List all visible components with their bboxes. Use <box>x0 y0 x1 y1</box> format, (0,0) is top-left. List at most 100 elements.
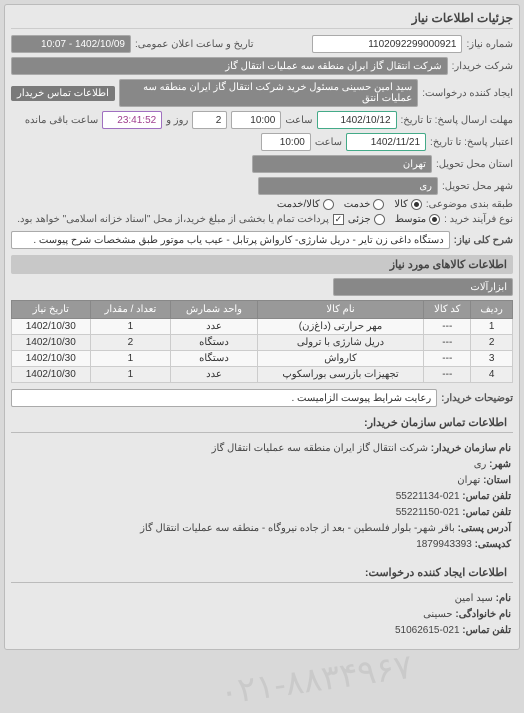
buyer-note-field: رعایت شرایط پیوست الزامیست . <box>11 389 437 407</box>
table-cell: 2 <box>471 335 513 351</box>
cb-phone-label: تلفن تماس: <box>462 491 511 502</box>
watermark: ۰۲۱-۸۸۳۴۹۶۷ <box>217 647 415 713</box>
row-requester: ایجاد کننده درخواست: سید امین حسینی مسئو… <box>11 79 513 107</box>
table-row[interactable]: 2---دریل شارژی با ترولیدستگاه21402/10/30 <box>12 335 513 351</box>
table-cell: دستگاه <box>171 351 257 367</box>
col-qty: تعداد / مقدار <box>90 301 171 319</box>
row-deadline: مهلت ارسال پاسخ: تا تاریخ: 1402/10/12 سا… <box>11 111 513 129</box>
deadline-label: مهلت ارسال پاسخ: تا تاریخ: <box>401 115 513 126</box>
cr-lname: حسینی <box>423 609 452 620</box>
table-cell: تجهیزات بازرسی بوراسکوپ <box>257 367 424 383</box>
col-date: تاریخ نیاز <box>12 301 91 319</box>
table-cell: 1 <box>90 367 171 383</box>
process-radio-group: متوسط جزئی <box>348 214 440 225</box>
radio-dot-icon <box>429 214 440 225</box>
table-cell: 1 <box>471 319 513 335</box>
process-note: پرداخت تمام یا بخشی از مبلغ خرید،از محل … <box>11 214 329 225</box>
cb-province: تهران <box>457 475 480 486</box>
row-need-no: شماره نیاز: 1102092299000921 تاریخ و ساع… <box>11 35 513 53</box>
treasury-checkbox[interactable] <box>333 214 344 225</box>
panel-title: جزئیات اطلاعات نیاز <box>11 11 513 29</box>
budget-radio-both[interactable]: کالا/خدمت <box>277 199 334 210</box>
need-title-label: شرح کلی نیاز: <box>454 235 513 246</box>
table-cell: --- <box>424 367 471 383</box>
cr-phone: 021-51062615 <box>395 625 460 636</box>
table-cell: 4 <box>471 367 513 383</box>
deadline-time-field[interactable]: 10:00 <box>231 111 281 129</box>
cr-fname: سید امین <box>455 593 493 604</box>
table-cell: کارواش <box>257 351 424 367</box>
validity-label: اعتبار پاسخ: تا تاریخ: <box>430 137 513 148</box>
need-no-field: 1102092299000921 <box>312 35 462 53</box>
budget-label: طبقه بندی موضوعی: <box>426 199 513 210</box>
time-label-1: ساعت <box>285 115 312 126</box>
need-no-label: شماره نیاز: <box>466 39 513 50</box>
radio-dot-icon <box>373 199 384 210</box>
radio-dot-icon <box>411 199 422 210</box>
table-cell: 1 <box>90 351 171 367</box>
table-cell: 1402/10/30 <box>12 319 91 335</box>
countdown-field: 23:41:52 <box>102 111 162 129</box>
row-budget: طبقه بندی موضوعی: کالا خدمت کالا/خدمت <box>11 199 513 210</box>
table-cell: 3 <box>471 351 513 367</box>
table-cell: 1402/10/30 <box>12 351 91 367</box>
validity-date-field[interactable]: 1402/11/21 <box>346 133 426 151</box>
table-cell: --- <box>424 319 471 335</box>
table-cell: مهر حرارتی (داغ‌زن) <box>257 319 424 335</box>
row-location: استان محل تحویل: تهران <box>11 155 513 173</box>
cb-address: باقر شهر- بلوار فلسطین - بعد از جاده نیر… <box>140 523 455 534</box>
contact-buyer-section: اطلاعات تماس سازمان خریدار: <box>11 413 513 433</box>
requester-field: سید امین حسینی مسئول خرید شرکت انتقال گا… <box>119 79 418 107</box>
row-process: نوع فرآیند خرید : متوسط جزئی پرداخت تمام… <box>11 214 513 225</box>
col-name: نام کالا <box>257 301 424 319</box>
budget-radio-khedmat[interactable]: خدمت <box>344 199 385 210</box>
cb-postcode: 1879943393 <box>416 539 472 550</box>
table-row[interactable]: 1---مهر حرارتی (داغ‌زن)عدد11402/10/30 <box>12 319 513 335</box>
contact-requester-section: اطلاعات ایجاد کننده درخواست: <box>11 563 513 583</box>
buyer-note-label: توضیحات خریدار: <box>441 393 513 404</box>
cb-org-label: نام سازمان خریدار: <box>431 443 511 454</box>
process-radio-minor[interactable]: جزئی <box>348 214 385 225</box>
row-validity: اعتبار پاسخ: تا تاریخ: 1402/11/21 ساعت 1… <box>11 133 513 151</box>
cb-fax: 021-55221150 <box>396 507 460 518</box>
table-cell: دستگاه <box>171 335 257 351</box>
cb-fax-label: تلفن تماس: <box>462 507 511 518</box>
table-cell: 1402/10/30 <box>12 367 91 383</box>
process-radio-medium[interactable]: متوسط <box>395 214 440 225</box>
time-label-2: ساعت <box>315 137 342 148</box>
table-cell: عدد <box>171 367 257 383</box>
countdown-label: ساعت باقی مانده <box>25 115 98 126</box>
cb-city-label: شهر: <box>489 459 511 470</box>
days-remaining-label: روز و <box>166 115 188 126</box>
contact-buyer-button[interactable]: اطلاعات تماس خریدار <box>11 86 115 101</box>
col-unit: واحد شمارش <box>171 301 257 319</box>
filter-field[interactable]: ابزارآلات <box>333 278 513 296</box>
table-cell: دریل شارژی با ترولی <box>257 335 424 351</box>
table-cell: --- <box>424 351 471 367</box>
table-cell: 1 <box>90 319 171 335</box>
announce-field: 1402/10/09 - 10:07 <box>11 35 131 53</box>
province-label: استان محل تحویل: <box>436 159 513 170</box>
cb-province-label: استان: <box>483 475 511 486</box>
validity-time-field[interactable]: 10:00 <box>261 133 311 151</box>
cb-phone: 021-55221134 <box>396 491 460 502</box>
buyer-org-label: شرکت خریدار: <box>452 61 513 72</box>
row-need-title: شرح کلی نیاز: دستگاه داغی زن تایر - دریل… <box>11 231 513 249</box>
row-buyer-note: توضیحات خریدار: رعایت شرایط پیوست الزامی… <box>11 389 513 407</box>
deadline-date-field[interactable]: 1402/10/12 <box>317 111 397 129</box>
budget-radio-kala[interactable]: کالا <box>394 199 422 210</box>
contact-buyer-block: نام سازمان خریدار: شرکت انتقال گاز ایران… <box>11 437 513 557</box>
table-row[interactable]: 4---تجهیزات بازرسی بوراسکوپعدد11402/10/3… <box>12 367 513 383</box>
col-row: ردیف <box>471 301 513 319</box>
requester-label: ایجاد کننده درخواست: <box>422 88 513 99</box>
need-title-field: دستگاه داغی زن تایر - دریل شارژی- کارواش… <box>11 231 450 249</box>
table-wrap: ردیف کد کالا نام کالا واحد شمارش تعداد /… <box>11 300 513 383</box>
cb-address-label: آدرس پستی: <box>458 523 511 534</box>
items-table: ردیف کد کالا نام کالا واحد شمارش تعداد /… <box>11 300 513 383</box>
cb-org: شرکت انتقال گاز ایران منطقه سه عملیات ان… <box>212 443 428 454</box>
announce-label: تاریخ و ساعت اعلان عمومی: <box>135 39 254 50</box>
table-row[interactable]: 3---کارواشدستگاه11402/10/30 <box>12 351 513 367</box>
col-code: کد کالا <box>424 301 471 319</box>
process-label: نوع فرآیند خرید : <box>444 214 513 225</box>
radio-dot-icon <box>323 199 334 210</box>
